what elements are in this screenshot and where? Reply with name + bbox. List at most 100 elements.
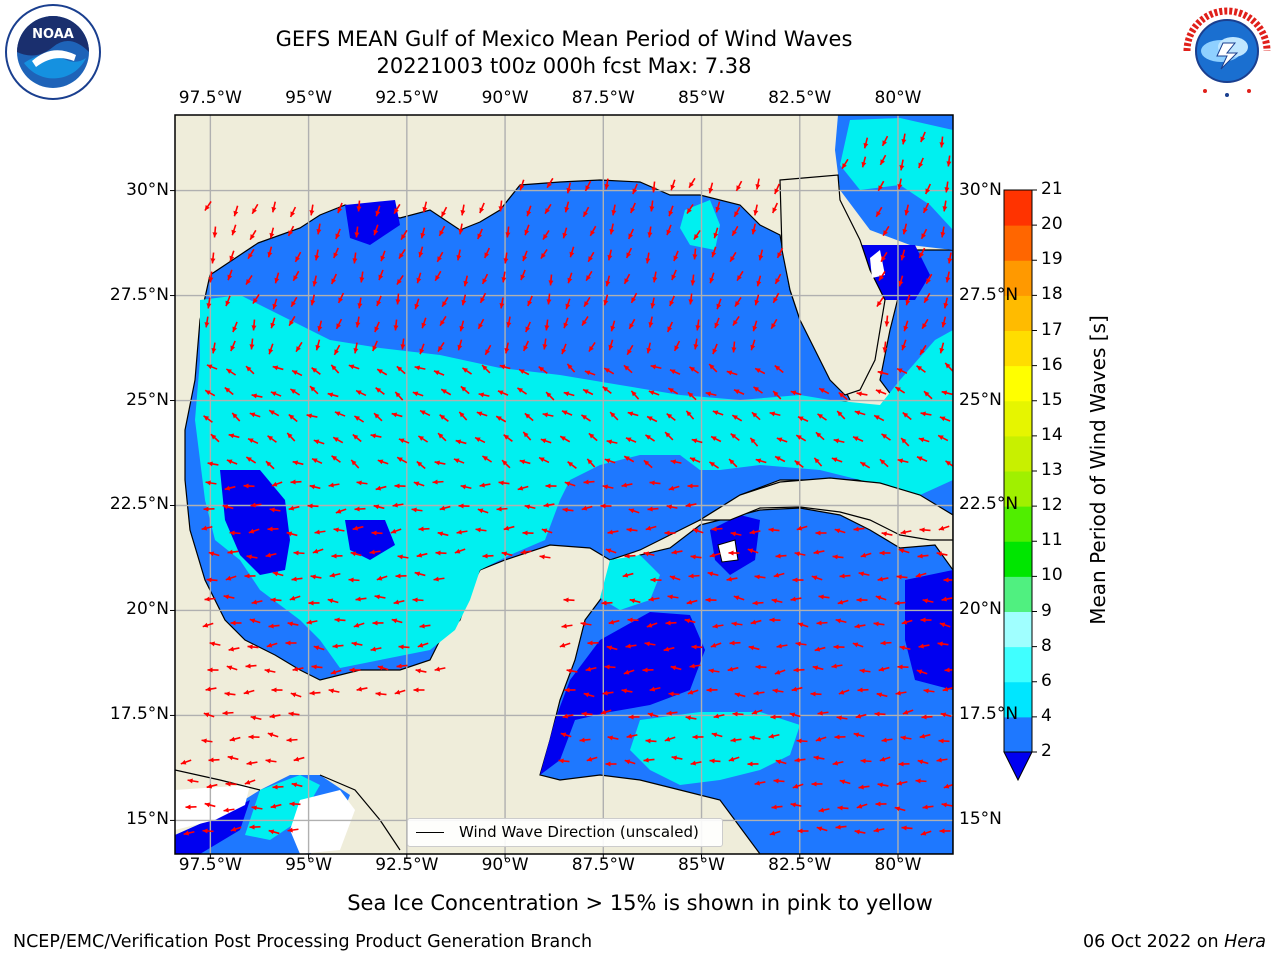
wind-arrow [390,528,402,534]
wind-arrow [755,458,767,464]
wind-arrow [815,431,825,441]
wind-arrow [396,274,404,286]
wind-arrow [728,458,738,468]
wind-arrow [334,411,346,417]
wind-arrow [395,293,401,305]
x-tick-label-bottom: 80°W [874,855,922,875]
wind-arrow [393,319,399,331]
wind-arrow [693,229,701,241]
colorbar-segment [1004,330,1032,367]
wind-arrow [204,316,210,328]
wind-arrow [332,643,344,649]
wind-arrow [433,370,445,376]
wind-arrow [939,416,951,422]
wind-arrow [353,342,359,354]
wind-arrow [495,415,507,423]
wind-arrow [437,531,449,537]
wind-arrow [602,690,614,696]
wind-arrow [185,804,197,810]
wind-arrow [588,341,596,353]
wind-arrow [706,687,718,693]
wind-arrow [187,778,199,784]
wind-arrow [267,732,279,738]
wind-arrow [671,269,677,281]
wind-arrow [229,736,241,742]
wind-arrow [664,736,676,742]
wind-arrow [331,455,341,463]
wind-arrow [250,715,262,721]
wind-arrow [625,643,637,649]
wind-arrow [691,438,703,444]
wind-arrow [708,668,720,674]
wind-arrow [793,667,805,673]
wind-arrow [440,388,452,396]
wind-arrow [733,206,741,218]
wind-arrow [625,247,633,259]
wind-arrow [311,367,321,375]
wind-arrow [516,387,528,395]
wind-arrow [775,759,787,765]
wind-arrow [352,433,362,443]
wind-arrow [251,393,263,399]
wind-arrow [484,344,492,356]
wind-arrow [708,461,720,469]
wind-arrow [543,502,555,508]
wind-arrow [630,292,638,304]
wind-arrow [524,224,530,236]
wind-arrow [713,713,725,719]
wind-arrow [860,552,872,558]
wind-arrow [265,552,277,558]
wind-arrow [623,669,635,675]
wind-arrow [624,553,636,559]
wind-arrow [688,573,700,579]
wind-arrow [668,691,680,697]
wind-arrow [243,689,255,695]
wind-arrow [708,363,718,373]
wind-arrow [669,575,681,581]
wind-arrow [439,315,447,327]
wind-arrow [505,226,511,238]
wind-arrow [853,732,865,738]
wind-arrow [245,365,255,375]
wind-arrow [349,667,361,673]
wind-arrow [559,435,571,443]
wind-arrow [897,664,909,670]
wind-arrow [287,827,299,833]
wind-arrow [816,826,828,832]
wind-arrow [796,525,808,531]
wind-arrow [629,598,641,604]
wind-arrow [773,572,785,578]
wind-arrow [356,200,362,212]
wind-arrow [795,434,807,442]
wind-arrow [567,461,577,469]
wind-arrow [646,622,658,628]
wind-arrow [920,228,928,240]
wind-arrow [608,339,614,351]
wind-arrow [752,320,758,332]
darkblue-patch-east [905,570,953,690]
colorbar-segment [1004,190,1032,226]
wind-arrow [901,339,907,351]
wind-arrow [497,390,509,396]
wind-arrow [419,343,425,355]
wind-arrow [337,292,345,304]
wind-arrow [286,531,298,537]
wind-arrow [251,319,257,331]
wind-arrow [734,692,746,698]
wind-arrow [208,271,214,283]
wind-arrow [440,206,448,218]
wind-arrow [939,828,951,834]
pacific-white-2 [175,785,250,830]
wind-arrow [881,737,893,743]
wind-arrow [818,387,830,395]
wind-arrow [479,202,485,214]
wind-arrow [375,485,387,491]
wind-arrow [880,640,892,646]
wind-arrow [769,617,781,623]
wind-arrow [355,596,367,602]
wind-arrow [644,434,656,442]
wind-arrow [477,228,483,240]
wind-arrow [269,227,275,239]
wind-arrow [373,224,379,236]
wind-arrow [375,387,385,395]
